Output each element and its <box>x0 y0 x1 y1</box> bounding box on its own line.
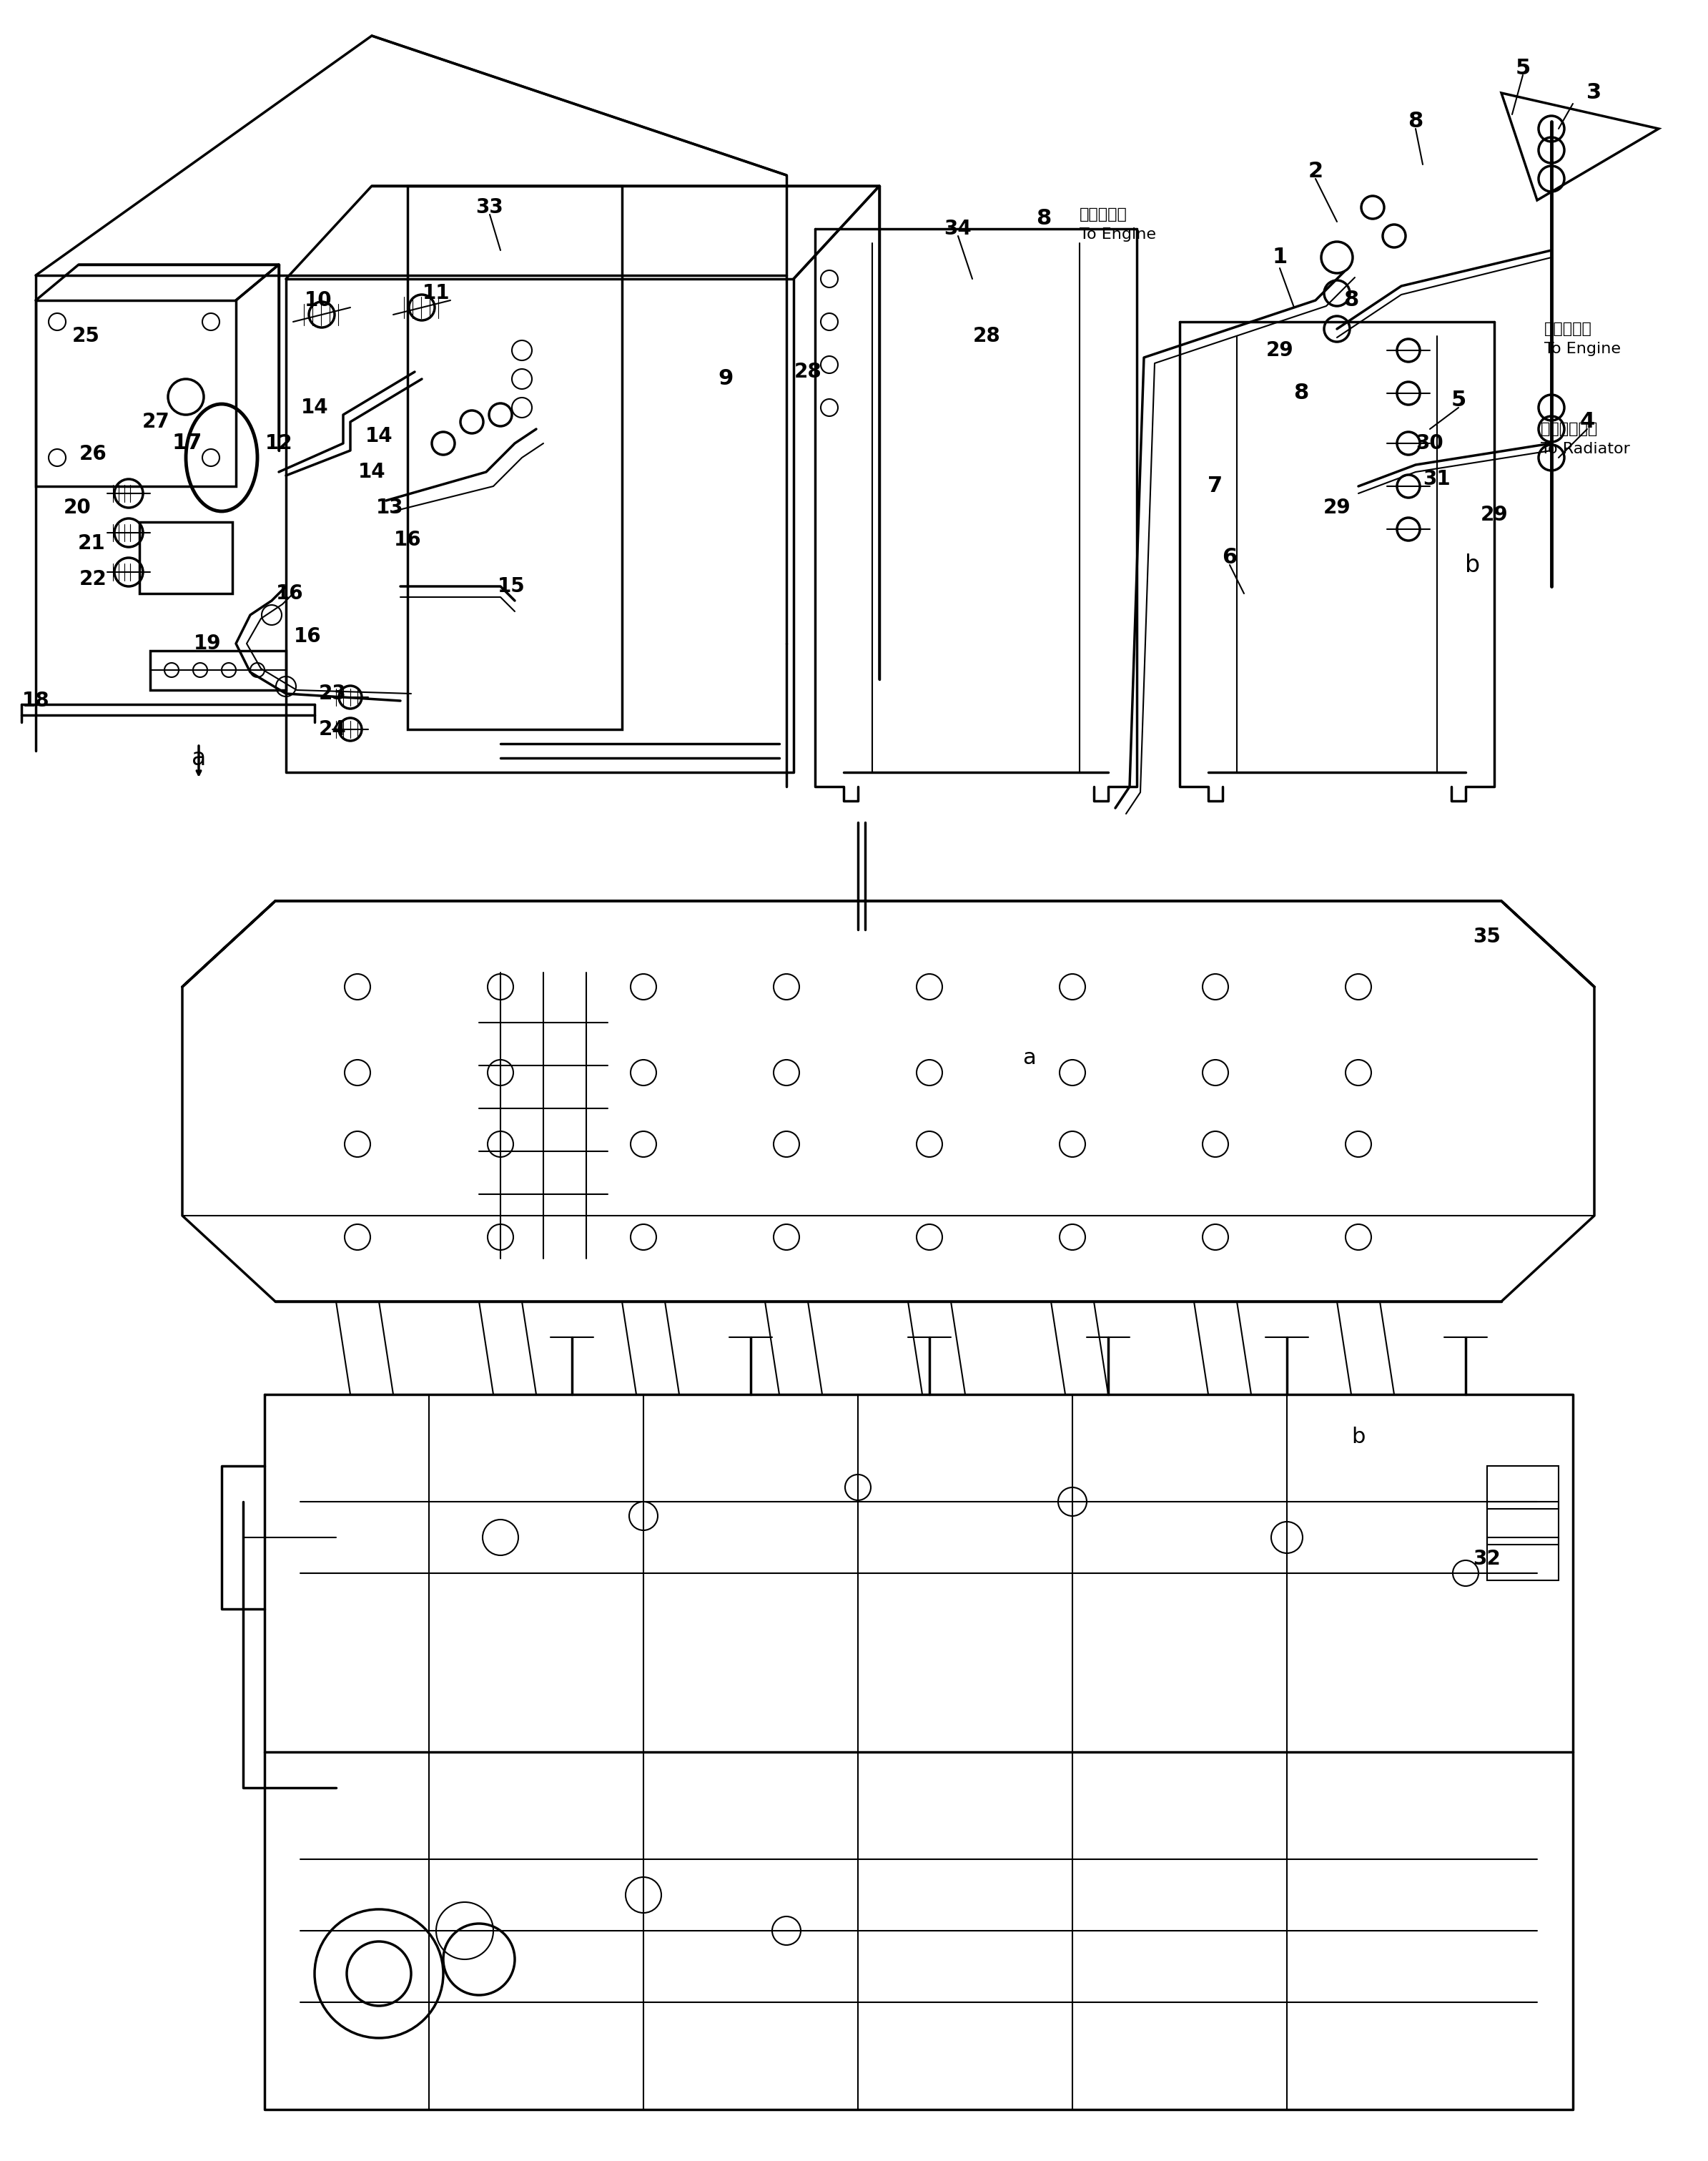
Text: 25: 25 <box>72 326 99 346</box>
Text: 17: 17 <box>173 432 203 454</box>
Bar <box>1488 1465 1559 1508</box>
Text: 2: 2 <box>1308 162 1324 182</box>
Text: 23: 23 <box>319 683 347 704</box>
Bar <box>150 650 285 689</box>
Text: 11: 11 <box>422 283 449 303</box>
Bar <box>36 300 236 486</box>
Text: 14: 14 <box>366 426 393 445</box>
Text: 3: 3 <box>1587 82 1602 104</box>
Text: 33: 33 <box>477 197 504 218</box>
Text: 15: 15 <box>497 577 524 596</box>
Text: 6: 6 <box>1223 547 1237 568</box>
Bar <box>140 523 232 594</box>
Text: 5: 5 <box>1515 58 1530 78</box>
Text: 28: 28 <box>974 326 1001 346</box>
Text: 35: 35 <box>1474 927 1501 947</box>
Text: 18: 18 <box>22 692 50 711</box>
Text: 14: 14 <box>359 462 386 482</box>
Text: 5: 5 <box>1450 391 1465 411</box>
Text: a: a <box>1023 1048 1037 1070</box>
Text: 24: 24 <box>319 720 347 739</box>
Text: 28: 28 <box>794 361 822 382</box>
Bar <box>1488 1536 1559 1580</box>
Text: 8: 8 <box>1344 290 1360 311</box>
Text: 27: 27 <box>142 413 169 432</box>
Text: 7: 7 <box>1208 475 1223 497</box>
Text: b: b <box>1465 553 1481 577</box>
Text: 21: 21 <box>77 534 106 553</box>
Text: 29: 29 <box>1324 497 1351 519</box>
Bar <box>1488 1502 1559 1545</box>
Text: 19: 19 <box>193 633 220 653</box>
Text: 12: 12 <box>265 434 292 454</box>
Text: 10: 10 <box>304 290 331 311</box>
Text: 29: 29 <box>1266 341 1293 361</box>
Text: 34: 34 <box>945 218 972 240</box>
Text: 1: 1 <box>1272 246 1288 268</box>
Text: 4: 4 <box>1580 411 1595 432</box>
Text: 8: 8 <box>1407 110 1423 132</box>
Text: 30: 30 <box>1416 434 1443 454</box>
Text: a: a <box>191 746 207 769</box>
Text: エンジンへ
To Engine: エンジンへ To Engine <box>1079 207 1156 242</box>
Text: 20: 20 <box>63 497 91 519</box>
Text: エンジンへ
To Engine: エンジンへ To Engine <box>1544 322 1621 357</box>
Text: 16: 16 <box>395 529 422 549</box>
Text: 14: 14 <box>301 398 328 417</box>
Text: 8: 8 <box>1037 207 1052 229</box>
Text: 16: 16 <box>275 583 304 603</box>
Text: 8: 8 <box>1293 382 1308 404</box>
Text: 22: 22 <box>79 568 108 590</box>
Text: b: b <box>1351 1426 1365 1448</box>
Text: 32: 32 <box>1474 1549 1501 1569</box>
Text: 13: 13 <box>376 497 403 519</box>
Text: 31: 31 <box>1423 469 1450 488</box>
Text: 16: 16 <box>294 627 321 646</box>
Text: 9: 9 <box>717 370 733 389</box>
Text: 26: 26 <box>79 443 108 465</box>
Text: 29: 29 <box>1481 506 1508 525</box>
Text: ラジエータへ
To Radiator: ラジエータへ To Radiator <box>1541 421 1629 456</box>
